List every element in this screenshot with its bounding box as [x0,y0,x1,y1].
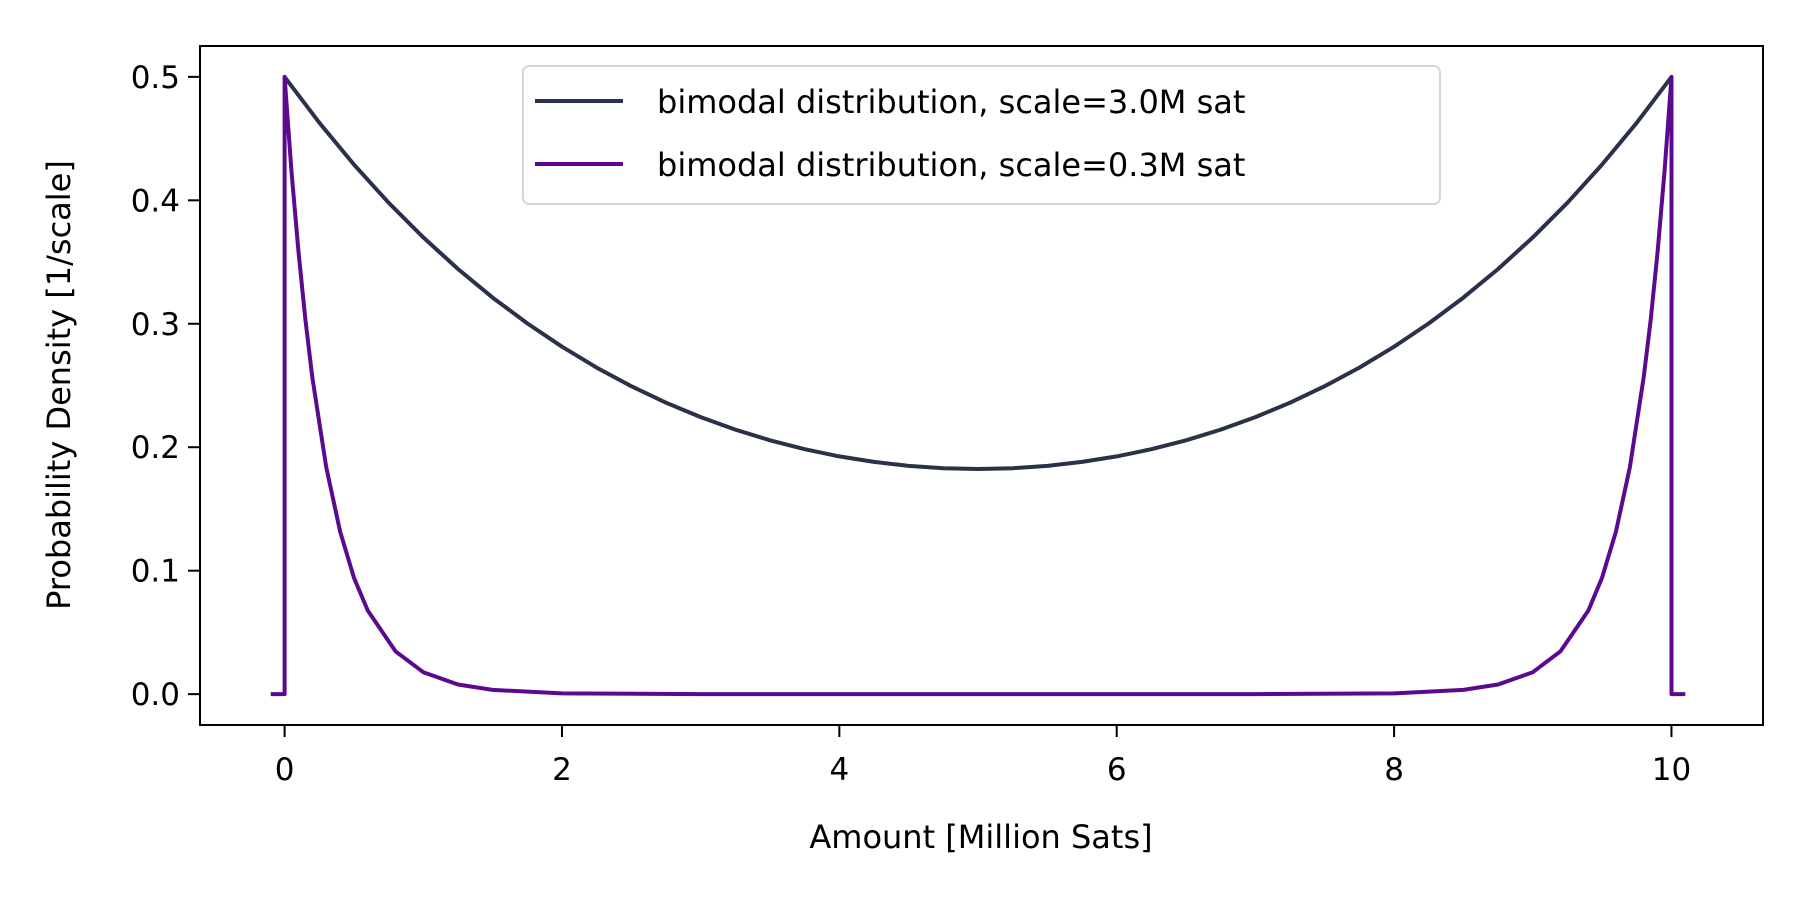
series-line-0 [283,75,1674,471]
x-axis: 0 2 4 6 8 10 [275,725,1691,788]
x-tick-label: 6 [1107,752,1127,788]
y-tick-label: 0.4 [131,183,180,219]
x-tick-label: 2 [552,752,572,788]
x-axis-label: Amount [Million Sats] [809,818,1152,856]
axes-frame [199,45,1764,726]
series-line-1 [270,74,1686,697]
y-tick-label: 0.1 [131,554,180,590]
legend-label-scale-0-3: bimodal distribution, scale=0.3M sat [657,146,1245,184]
y-tick-label: 0.0 [131,677,180,713]
y-axis-label: Probability Density [1/scale] [40,160,78,610]
y-tick-label: 0.3 [131,307,180,343]
x-tick-label: 0 [275,752,295,788]
y-tick-label: 0.5 [131,60,180,96]
x-tick-label: 4 [829,752,849,788]
y-axis: 0.0 0.1 0.2 0.3 0.4 0.5 [131,60,200,713]
legend-label-scale-3: bimodal distribution, scale=3.0M sat [657,83,1245,121]
legend-box [522,65,1441,205]
x-tick-label: 10 [1652,752,1691,788]
legend: bimodal distribution, scale=3.0M sat bim… [522,65,1441,205]
series-layer [270,74,1686,697]
x-tick-label: 8 [1384,752,1404,788]
y-tick-label: 0.2 [131,430,180,466]
